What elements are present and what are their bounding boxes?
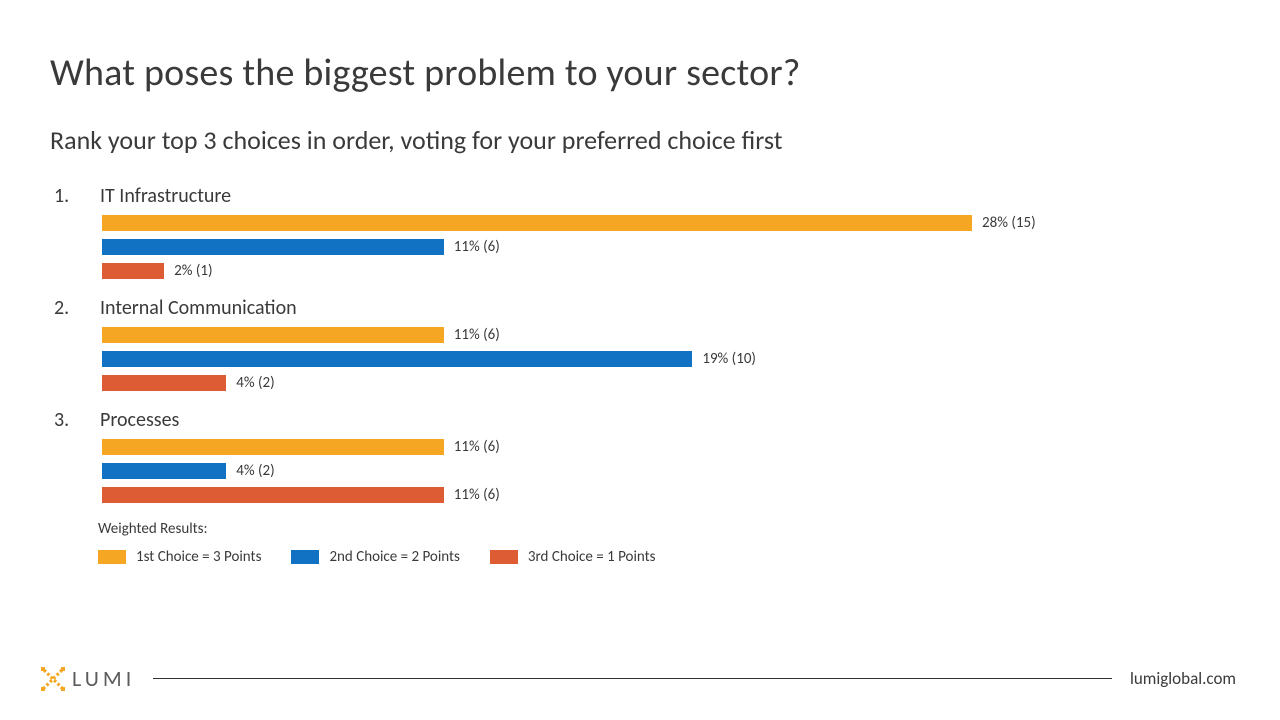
page-title: What poses the biggest problem to your s… xyxy=(50,50,1230,96)
ranked-item: 1. IT Infrastructure 28% (15) 11% (6) 2% (1) xyxy=(54,184,1230,280)
item-label: Internal Communication xyxy=(100,296,297,320)
bar-row: 28% (15) xyxy=(102,214,1230,232)
bar-value-label: 2% (1) xyxy=(174,262,212,280)
bar-row: 4% (2) xyxy=(102,462,1230,480)
bar-row: 11% (6) xyxy=(102,486,1230,504)
bar-value-label: 28% (15) xyxy=(982,214,1036,232)
bar xyxy=(102,351,692,367)
bar-value-label: 19% (10) xyxy=(702,350,756,368)
legend-item: 2nd Choice = 2 Points xyxy=(291,548,459,566)
bar-row: 2% (1) xyxy=(102,262,1230,280)
legend-item: 1st Choice = 3 Points xyxy=(98,548,261,566)
bar xyxy=(102,327,444,343)
bar-value-label: 4% (2) xyxy=(236,374,274,392)
brand-logo: LUMI xyxy=(40,665,135,692)
bar xyxy=(102,487,444,503)
bar-value-label: 4% (2) xyxy=(236,462,274,480)
item-rank: 3. xyxy=(54,408,76,432)
bar xyxy=(102,439,444,455)
footer-divider xyxy=(153,678,1112,679)
bar xyxy=(102,239,444,255)
bar-row: 11% (6) xyxy=(102,238,1230,256)
bar-value-label: 11% (6) xyxy=(454,326,500,344)
legend-swatch xyxy=(98,550,126,564)
bar xyxy=(102,463,226,479)
page-subtitle: Rank your top 3 choices in order, voting… xyxy=(50,124,1230,156)
item-rank: 1. xyxy=(54,184,76,208)
bar xyxy=(102,375,226,391)
legend-title: Weighted Results: xyxy=(98,520,1230,538)
bar-value-label: 11% (6) xyxy=(454,238,500,256)
bar-value-label: 11% (6) xyxy=(454,438,500,456)
bar-row: 11% (6) xyxy=(102,438,1230,456)
legend-swatch xyxy=(490,550,518,564)
bar xyxy=(102,215,972,231)
footer-url: lumiglobal.com xyxy=(1130,668,1236,689)
footer: LUMI lumiglobal.com xyxy=(40,665,1236,692)
item-label: Processes xyxy=(100,408,179,432)
bar-value-label: 11% (6) xyxy=(454,486,500,504)
legend: Weighted Results: 1st Choice = 3 Points 2… xyxy=(50,520,1230,566)
item-rank: 2. xyxy=(54,296,76,320)
ranked-item: 3. Processes 11% (6) 4% (2) 11% (6) xyxy=(54,408,1230,504)
ranked-bar-chart: 1. IT Infrastructure 28% (15) 11% (6) 2% (1)… xyxy=(50,184,1230,504)
bar-row: 4% (2) xyxy=(102,374,1230,392)
legend-item: 3rd Choice = 1 Points xyxy=(490,548,656,566)
legend-label: 2nd Choice = 2 Points xyxy=(329,548,459,566)
legend-label: 1st Choice = 3 Points xyxy=(136,548,261,566)
bar-row: 11% (6) xyxy=(102,326,1230,344)
lumi-x-icon xyxy=(40,666,66,692)
item-label: IT Infrastructure xyxy=(100,184,231,208)
bar xyxy=(102,263,164,279)
legend-label: 3rd Choice = 1 Points xyxy=(528,548,656,566)
bar-row: 19% (10) xyxy=(102,350,1230,368)
ranked-item: 2. Internal Communication 11% (6) 19% (10) 4… xyxy=(54,296,1230,392)
legend-swatch xyxy=(291,550,319,564)
brand-name: LUMI xyxy=(72,665,135,692)
